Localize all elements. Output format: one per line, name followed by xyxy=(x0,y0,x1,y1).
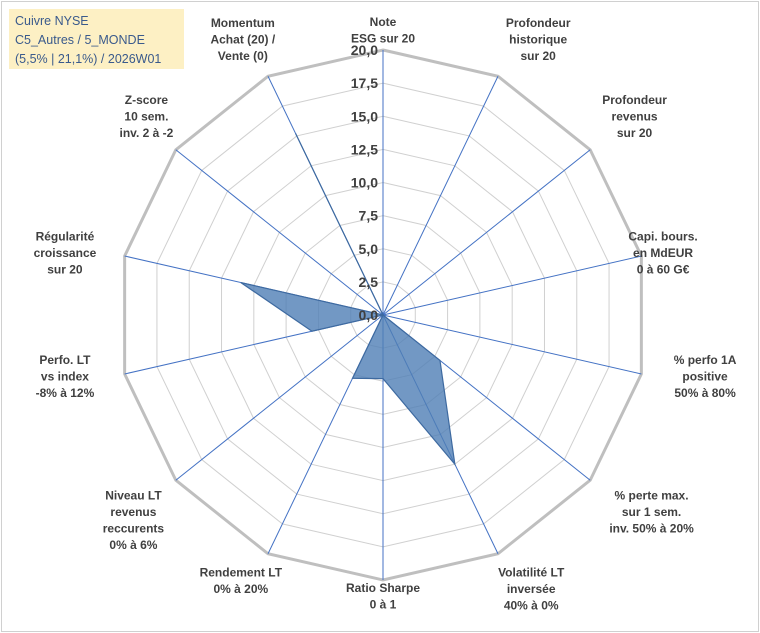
axis-label-12-line-1: 10 sem. xyxy=(124,109,168,123)
axis-label-13-line-2: Vente (0) xyxy=(218,49,268,63)
axis-label-1-line-1: historique xyxy=(509,32,567,46)
info-category: C5_Autres / 5_MONDE xyxy=(15,33,145,47)
tick-label-8: 20,0 xyxy=(351,42,378,58)
radar-tick-labels: 0,0 2,5 5,0 7,5 10,0 12,5 15,0 17,5 20,0 xyxy=(351,42,378,323)
axis-label-13-line-1: Achat (20) / xyxy=(210,32,275,46)
axis-label-5-line-2: inv. 50% à 20% xyxy=(609,522,694,536)
axis-label-4: % perfo 1A positive 50% à 80% xyxy=(674,353,737,400)
axis-label-13: Momentum Achat (20) / Vente (0) xyxy=(210,16,275,63)
axis-label-10-line-1: vs index xyxy=(41,369,89,383)
axis-label-0-line-1: ESG sur 20 xyxy=(351,32,415,46)
axis-label-11-line-0: Régularité xyxy=(36,230,95,244)
axis-label-3-line-1: en MdEUR xyxy=(633,246,693,260)
axis-label-13-line-0: Momentum xyxy=(211,16,275,30)
tick-label-4: 10,0 xyxy=(351,175,378,191)
spoke-2 xyxy=(382,149,591,316)
axis-label-6: Volatilité LT inversée 40% à 0% xyxy=(498,566,565,613)
axis-label-0: Note ESG sur 20 xyxy=(351,15,415,46)
info-title: Cuivre NYSE xyxy=(15,14,89,28)
info-box: Cuivre NYSE C5_Autres / 5_MONDE (5,5% | … xyxy=(9,9,184,69)
axis-label-3: Capi. bours. en MdEUR 0 à 60 G€ xyxy=(628,230,697,277)
axis-label-11-line-2: sur 20 xyxy=(47,263,83,277)
axis-label-12-line-2: inv. 2 à -2 xyxy=(120,126,174,140)
axis-label-7-line-0: Ratio Sharpe xyxy=(346,581,420,595)
tick-label-0: 0,0 xyxy=(359,307,379,323)
axis-label-9-line-0: Niveau LT xyxy=(105,489,162,503)
axis-label-7-line-1: 0 à 1 xyxy=(370,598,397,612)
axis-label-3-line-2: 0 à 60 G€ xyxy=(637,263,690,277)
axis-label-6-line-2: 40% à 0% xyxy=(504,599,559,613)
axis-label-9: Niveau LT revenus reccurents 0% à 6% xyxy=(103,489,165,553)
spoke-12 xyxy=(175,149,384,316)
axis-label-7: Ratio Sharpe 0 à 1 xyxy=(346,581,420,612)
axis-label-6-line-0: Volatilité LT xyxy=(498,566,565,580)
axis-label-1-line-2: sur 20 xyxy=(521,49,557,63)
tick-label-2: 5,0 xyxy=(359,241,379,257)
axis-label-10-line-0: Perfo. LT xyxy=(39,353,91,367)
axis-label-12-line-0: Z-score xyxy=(125,93,169,107)
axis-label-0-line-0: Note xyxy=(370,15,397,29)
radar-axis-labels: Note ESG sur 20 Profondeur historique sur 20… xyxy=(34,15,737,613)
axis-label-5-line-0: % perte max. xyxy=(615,489,689,503)
axis-label-2: Profondeur revenus sur 20 xyxy=(602,93,667,140)
axis-label-4-line-1: positive xyxy=(682,369,728,383)
axis-label-12: Z-score 10 sem. inv. 2 à -2 xyxy=(120,93,174,140)
axis-label-11: Régularité croissance sur 20 xyxy=(34,230,97,277)
axis-label-1-line-0: Profondeur xyxy=(506,16,571,30)
axis-label-1: Profondeur historique sur 20 xyxy=(506,16,571,63)
radar-series xyxy=(240,133,456,467)
axis-label-2-line-0: Profondeur xyxy=(602,93,667,107)
axis-label-3-line-0: Capi. bours. xyxy=(628,230,697,244)
axis-label-4-line-0: % perfo 1A xyxy=(674,353,737,367)
spoke-4 xyxy=(382,314,642,375)
axis-label-10: Perfo. LT vs index -8% à 12% xyxy=(36,353,95,400)
axis-label-5: % perte max. sur 1 sem. inv. 50% à 20% xyxy=(609,489,694,536)
series-area-0 xyxy=(240,133,456,467)
axis-label-8-line-0: Rendement LT xyxy=(200,566,283,580)
axis-label-2-line-2: sur 20 xyxy=(617,126,653,140)
tick-label-7: 17,5 xyxy=(351,75,378,91)
axis-label-2-line-1: revenus xyxy=(612,109,658,123)
spoke-3 xyxy=(382,255,642,316)
tick-label-6: 15,0 xyxy=(351,108,378,124)
axis-label-8-line-1: 0% à 20% xyxy=(213,582,268,596)
spoke-1 xyxy=(382,76,499,316)
axis-label-6-line-1: inversée xyxy=(507,582,556,596)
tick-label-5: 12,5 xyxy=(351,141,378,157)
axis-label-9-line-2: reccurents xyxy=(103,522,165,536)
tick-label-3: 7,5 xyxy=(359,208,379,224)
axis-label-11-line-1: croissance xyxy=(34,246,97,260)
axis-label-9-line-3: 0% à 6% xyxy=(109,538,157,552)
axis-label-5-line-1: sur 1 sem. xyxy=(622,505,681,519)
spoke-9 xyxy=(175,314,384,481)
tick-label-1: 2,5 xyxy=(359,274,379,290)
info-stats: (5,5% | 21,1%) / 2026W01 xyxy=(15,52,162,66)
axis-label-4-line-2: 50% à 80% xyxy=(674,386,736,400)
axis-label-8: Rendement LT 0% à 20% xyxy=(200,566,283,597)
axis-label-10-line-2: -8% à 12% xyxy=(36,386,95,400)
axis-label-9-line-1: revenus xyxy=(110,505,156,519)
